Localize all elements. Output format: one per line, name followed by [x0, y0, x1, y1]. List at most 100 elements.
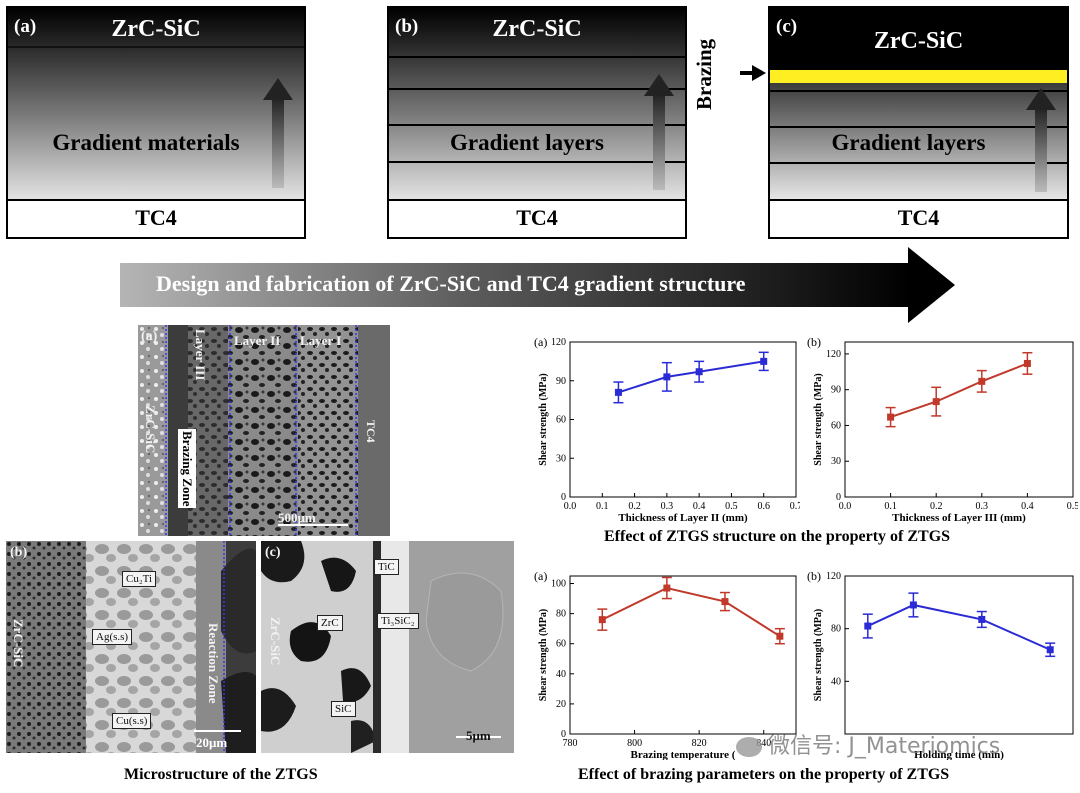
- x-axis-label: Brazing temperature (: [631, 749, 736, 760]
- y-tick-label: 120: [551, 337, 566, 348]
- data-point: [932, 398, 940, 406]
- series-line: [618, 360, 764, 394]
- y-tick-label: 120: [826, 571, 841, 582]
- micro-caption: Microstructure of the ZTGS: [124, 766, 318, 783]
- data-point: [776, 632, 784, 640]
- chart-brazing-b: 40 80 120 (b) Holding time (min) Shear streng…: [807, 569, 1074, 760]
- zrc-sic-label: ZrC-SiC: [268, 617, 283, 666]
- panel-label: (b): [10, 545, 28, 560]
- y-tick-label: 0: [561, 492, 566, 503]
- panel-label: (a): [534, 335, 547, 349]
- tc4-label: TC4: [364, 420, 378, 443]
- x-tick-label: 0.2: [628, 501, 641, 512]
- y-tick-label: 40: [556, 669, 566, 680]
- layer-ii-label: Layer II: [234, 333, 281, 348]
- data-point: [978, 377, 986, 385]
- y-tick-label: 90: [556, 376, 566, 387]
- y-tick-label: 20: [556, 699, 566, 710]
- x-tick-label: 0.1: [884, 501, 897, 512]
- zrc-sic-label: ZrC-SiC: [11, 619, 26, 668]
- sem-texture-c: [261, 541, 514, 753]
- up-arrow-icon: [644, 74, 674, 190]
- brazing-caption: Effect of brazing parameters on the prop…: [578, 766, 950, 783]
- data-point: [1023, 359, 1031, 367]
- y-axis-label: Shear strength (MPa): [538, 609, 549, 701]
- x-tick-label: 0.5: [1067, 501, 1078, 512]
- y-tick-label: 60: [556, 639, 566, 650]
- x-tick-label: 0.6: [757, 501, 770, 512]
- sem-image-b: (b) ZrC-SiC Cu₂Ti Ag(s.s) Cu(s.s) Reacti…: [6, 541, 256, 753]
- x-tick-label: 0.7: [790, 501, 800, 512]
- y-tick-label: 90: [831, 385, 841, 396]
- x-tick-label: 0.1: [596, 501, 609, 512]
- x-axis-label: Holding time (min): [914, 749, 1004, 760]
- gradient-materials-label: Gradient materials: [52, 130, 240, 155]
- panel-label: (b): [807, 569, 821, 583]
- y-tick-label: 60: [556, 415, 566, 426]
- y-tick-label: 40: [831, 676, 841, 687]
- panel-label: (a): [141, 329, 158, 344]
- x-tick-label: 0.4: [693, 501, 706, 512]
- y-axis-label: Shear strength (MPa): [813, 373, 824, 465]
- x-axis-label: Thickness of Layer II (mm): [618, 512, 748, 524]
- layer-i-label: Layer I: [300, 333, 342, 348]
- tc4-label: TC4: [770, 199, 1067, 237]
- data-point: [1046, 646, 1054, 654]
- plot-frame: [569, 575, 797, 735]
- data-point: [864, 622, 872, 630]
- x-tick-label: 0.5: [725, 501, 738, 512]
- tc4-label: TC4: [389, 199, 685, 237]
- sem-texture-b: [6, 541, 256, 753]
- design-banner-arrow: Design and fabrication of ZrC-SiC and TC…: [120, 247, 955, 323]
- y-tick-label: 0: [561, 729, 566, 740]
- data-point: [614, 388, 622, 396]
- panel-label: (b): [395, 16, 419, 37]
- ti3sic2-label: Ti₃SiC₂: [377, 613, 419, 629]
- x-tick-label: 0.2: [930, 501, 943, 512]
- reaction-zone-label: Reaction Zone: [206, 623, 221, 704]
- y-tick-label: 80: [556, 609, 566, 620]
- x-tick-label: 0.3: [976, 501, 989, 512]
- x-tick-label: 780: [563, 738, 578, 749]
- panel-label: (b): [807, 335, 821, 349]
- sem-texture-a: [138, 325, 390, 536]
- panel-label: (a): [534, 569, 547, 583]
- layer-iii-label: Layer III: [193, 329, 208, 381]
- series-line: [601, 586, 781, 638]
- data-point: [663, 373, 671, 381]
- zrc-label: ZrC: [317, 615, 343, 631]
- brazing-layer: [770, 70, 1067, 83]
- data-point: [663, 584, 671, 592]
- tc4-label: TC4: [8, 199, 304, 237]
- up-arrow-icon: [1026, 88, 1056, 192]
- x-tick-label: 0.0: [839, 501, 852, 512]
- x-tick-label: 800: [627, 738, 642, 749]
- plot-frame: [844, 575, 1074, 735]
- chart-brazing-a: 780 800 820 840 0 20 40 60 80 100 (a) Brazing tempe…: [534, 569, 797, 760]
- series-line: [867, 603, 1051, 651]
- scale-bar-label: 500μm: [278, 510, 316, 525]
- sem-image-c: (c) ZrC-SiC TiC ZrC Ti₃SiC₂ SiC 5μm: [261, 541, 514, 753]
- schematic-panel-a: (a) ZrC-SiC Gradient materials TC4: [6, 6, 306, 239]
- chart-structure-b: 0.0 0.1 0.2 0.3 0.4 0.5 0 30 60 90 120 (b) Thickness…: [807, 335, 1078, 524]
- x-tick-label: 0.4: [1021, 501, 1034, 512]
- zrc-sic-label: ZrC-SiC: [143, 405, 158, 454]
- y-tick-label: 0: [836, 492, 841, 503]
- schematic-panel-c: (c) ZrC-SiC Gradient layers TC4: [768, 6, 1069, 239]
- watermark-text: 微信号: J_Materiomics: [768, 734, 1001, 759]
- gradient-layers-label: Gradient layers: [450, 130, 604, 155]
- panel-label: (c): [776, 16, 798, 37]
- panel-label: (a): [14, 16, 37, 37]
- panel-label: (c): [265, 545, 281, 560]
- gradient-layers-label: Gradient layers: [831, 130, 986, 155]
- up-arrow-icon: [263, 78, 293, 188]
- series-line: [890, 362, 1028, 419]
- brazing-zone-label: Brazing Zone: [178, 429, 196, 509]
- ag-ss-label: Ag(s.s): [92, 629, 133, 645]
- x-tick-label: 840: [756, 738, 771, 749]
- scale-bar-label: 20μm: [196, 735, 228, 750]
- data-point: [978, 615, 986, 623]
- plot-frame: [844, 341, 1074, 498]
- y-tick-label: 80: [831, 624, 841, 635]
- data-point: [695, 368, 703, 376]
